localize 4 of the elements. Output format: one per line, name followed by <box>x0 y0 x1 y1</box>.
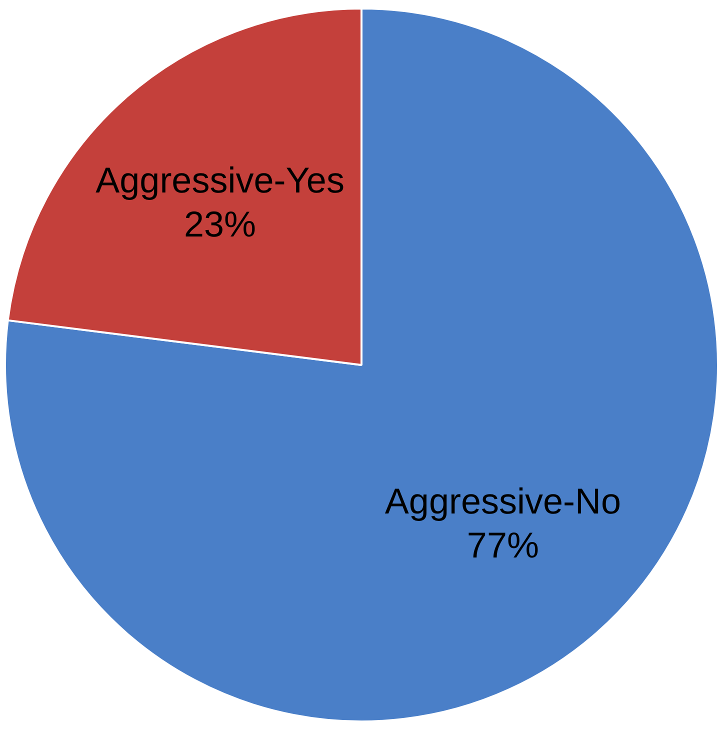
slice-label: Aggressive-No <box>384 480 621 522</box>
data-label: 77% <box>466 524 539 566</box>
slice-label: Aggressive-Yes <box>96 159 344 200</box>
data-label: 23% <box>184 203 256 244</box>
